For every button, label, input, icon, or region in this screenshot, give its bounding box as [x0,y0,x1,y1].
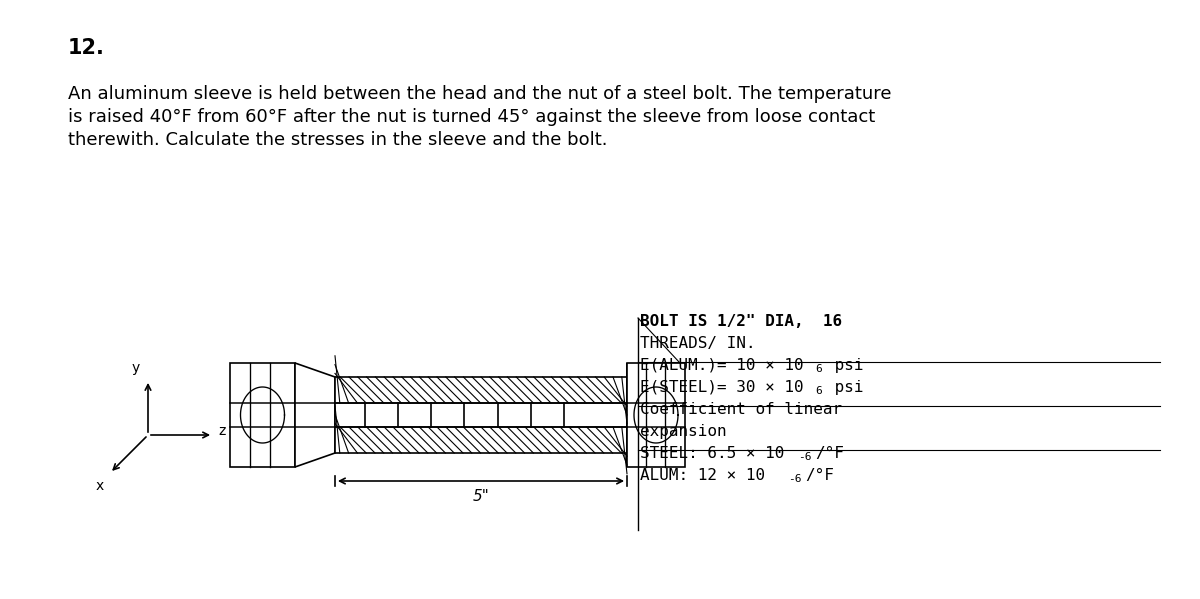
Polygon shape [230,363,295,467]
Text: 12.: 12. [68,38,104,58]
Text: therewith. Calculate the stresses in the sleeve and the bolt.: therewith. Calculate the stresses in the… [68,131,607,149]
Text: /°F: /°F [815,446,844,461]
Polygon shape [295,363,335,467]
Text: 6: 6 [815,364,822,374]
Text: z: z [218,424,226,438]
Text: THREADS/ IN.: THREADS/ IN. [640,336,756,351]
Text: psi: psi [826,380,864,395]
Text: E(STEEL)= 30 × 10: E(STEEL)= 30 × 10 [640,380,804,395]
Text: Coefficient of linear: Coefficient of linear [640,402,842,417]
Text: 5": 5" [473,489,490,504]
Text: STEEL: 6.5 × 10: STEEL: 6.5 × 10 [640,446,785,461]
Text: 6: 6 [815,386,822,396]
Polygon shape [628,363,685,467]
Text: An aluminum sleeve is held between the head and the nut of a steel bolt. The tem: An aluminum sleeve is held between the h… [68,85,892,103]
Text: /°F: /°F [805,468,834,483]
Text: -6: -6 [798,452,811,462]
Text: expansion: expansion [640,424,727,439]
Text: -6: -6 [788,474,802,484]
Text: E(ALUM.)= 10 × 10: E(ALUM.)= 10 × 10 [640,358,804,373]
Text: psi: psi [826,358,864,373]
Text: BOLT IS 1/2" DIA,  16: BOLT IS 1/2" DIA, 16 [640,314,842,329]
Text: is raised 40°F from 60°F after the nut is turned 45° against the sleeve from loo: is raised 40°F from 60°F after the nut i… [68,108,875,126]
Text: y: y [132,361,140,375]
Text: ALUM: 12 × 10: ALUM: 12 × 10 [640,468,766,483]
Polygon shape [335,377,628,453]
Text: x: x [96,479,104,493]
